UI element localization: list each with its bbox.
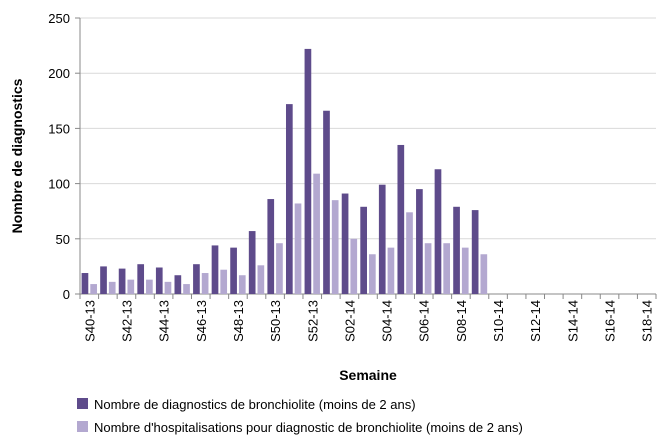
x-tick-label: S48-13: [231, 300, 246, 342]
bar: [416, 189, 423, 294]
bar: [155, 267, 163, 294]
y-axis-title: Nombre de diagnostics: [9, 78, 25, 233]
bar: [387, 247, 395, 294]
x-axis-title: Semaine: [339, 367, 397, 383]
bar: [137, 264, 145, 294]
x-tick-label: S50-13: [268, 300, 283, 342]
bar: [434, 169, 442, 294]
bar: [257, 265, 265, 294]
x-tick-label: S52-13: [305, 300, 320, 342]
bar: [164, 281, 172, 294]
bar: [118, 268, 126, 294]
bar: [276, 243, 283, 294]
x-tick-label: S40-13: [82, 300, 97, 342]
y-tick-label: 250: [48, 11, 70, 26]
x-tick-label: S12-14: [528, 300, 543, 342]
y-tick-label: 0: [63, 287, 70, 302]
x-tick-label: S06-14: [417, 300, 432, 342]
bar: [323, 110, 330, 295]
x-tick-label: S16-14: [603, 300, 618, 342]
bar: [248, 231, 256, 294]
bar: [313, 173, 320, 294]
x-tick-label: S46-13: [194, 300, 209, 342]
bar: [230, 247, 237, 294]
bar: [331, 200, 339, 294]
bar: [443, 243, 451, 294]
x-tick-label: S18-14: [640, 300, 655, 342]
bar: [453, 206, 460, 294]
x-tick-label: S42-13: [119, 300, 134, 342]
bar: [146, 279, 153, 294]
bar: [350, 238, 358, 294]
bar: [480, 254, 488, 294]
bar: [108, 281, 116, 294]
y-tick-label: 150: [48, 121, 70, 136]
bar: [424, 243, 432, 294]
bar: [193, 264, 200, 294]
bar: [471, 210, 479, 294]
y-tick-label: 100: [48, 177, 70, 192]
legend-swatch: [77, 398, 88, 409]
bar: [81, 273, 89, 294]
legend-label: Nombre de diagnostics de bronchiolite (m…: [94, 397, 416, 412]
x-tick-label: S10-14: [491, 300, 506, 342]
bar: [360, 206, 367, 294]
x-tick-label: S04-14: [380, 300, 395, 342]
bar: [341, 193, 349, 294]
bar: [461, 247, 469, 294]
bar: [220, 269, 228, 294]
bar: [201, 273, 209, 294]
bar: [369, 254, 376, 294]
bar: [378, 184, 386, 294]
bar: [406, 212, 413, 294]
x-tick-label: S02-14: [342, 300, 357, 342]
bar: [285, 104, 293, 294]
bar: [90, 284, 97, 294]
bar: [174, 275, 182, 294]
bar: [238, 275, 246, 294]
bar: [127, 279, 135, 294]
y-tick-label: 200: [48, 66, 70, 81]
bar: [183, 284, 190, 294]
bar: [267, 199, 275, 294]
bar: [100, 266, 107, 294]
bar: [397, 144, 405, 294]
x-tick-label: S44-13: [157, 300, 172, 342]
bar: [294, 203, 302, 294]
legend-swatch: [77, 421, 88, 432]
x-tick-label: S08-14: [454, 300, 469, 342]
bar: [304, 48, 312, 294]
bar: [211, 245, 219, 294]
x-tick-label: S14-14: [565, 300, 580, 342]
legend-label: Nombre d'hospitalisations pour diagnosti…: [94, 420, 523, 435]
y-tick-label: 50: [56, 232, 70, 247]
